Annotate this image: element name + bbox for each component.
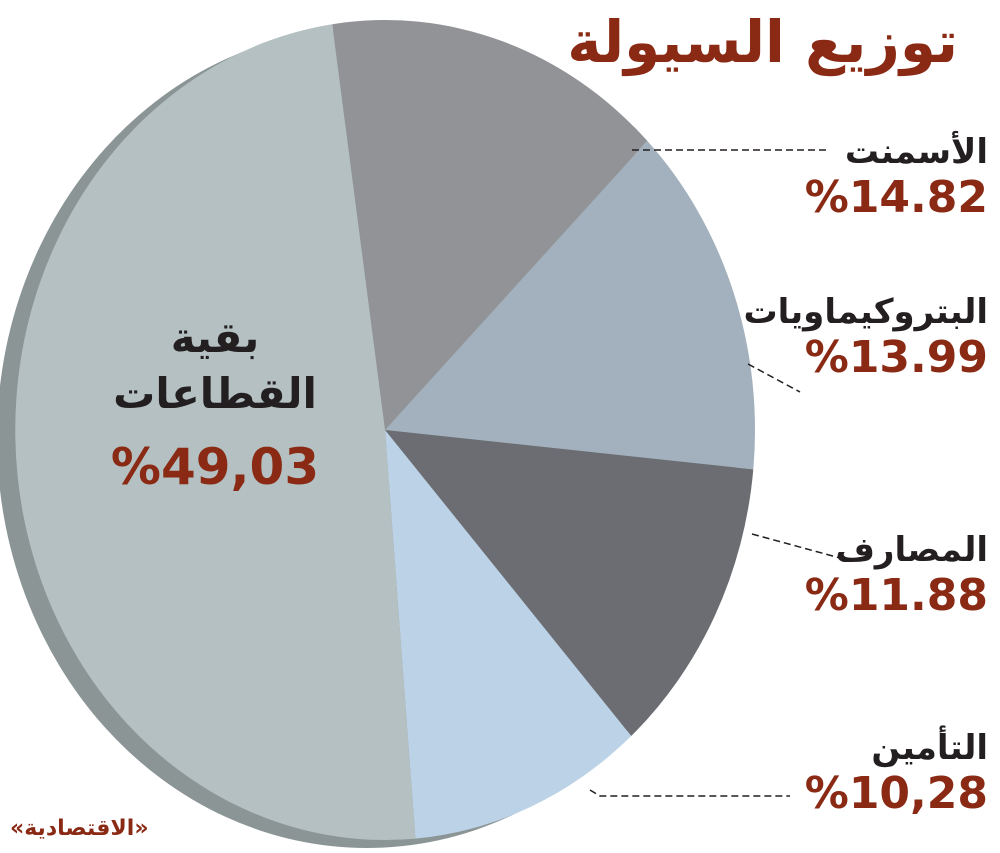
chart-title: توزيع السيولة <box>567 8 958 76</box>
pie-slice-cement <box>332 20 648 431</box>
pie-slice-petrochem <box>385 140 756 470</box>
source-credit: «الاقتصادية» <box>10 816 149 841</box>
leader-line-insurance <box>589 789 790 797</box>
label-cement-name: الأسمنت <box>844 132 988 172</box>
label-insurance-pct: %10,28 <box>804 768 988 819</box>
label-rest-name-line1: بقية <box>170 313 260 362</box>
label-rest-name-line2: القطاعات <box>113 369 317 418</box>
label-banks-pct: %11.88 <box>804 570 988 621</box>
label-insurance-name: التأمين <box>871 728 988 768</box>
leader-line-petrochem <box>747 363 801 393</box>
label-petrochem-name: البتروكيماويات <box>743 292 988 332</box>
label-cement-pct: %14.82 <box>804 172 988 223</box>
label-banks-name: المصارف <box>835 530 988 570</box>
label-petrochem-pct: %13.99 <box>804 332 988 383</box>
leader-line-banks <box>751 533 841 559</box>
label-cement: الأسمنت %14.82 <box>805 132 988 224</box>
pie-slice-rest <box>15 24 416 840</box>
pie-slice-banks <box>385 430 754 736</box>
label-banks: المصارف %11.88 <box>805 530 988 622</box>
label-petrochem: البتروكيماويات %13.99 <box>743 292 988 384</box>
label-rest: بقية القطاعات %49,03 <box>95 310 335 496</box>
label-insurance: التأمين %10,28 <box>805 728 988 820</box>
pie-slice-insurance <box>385 430 632 839</box>
label-rest-pct: %49,03 <box>110 438 320 496</box>
